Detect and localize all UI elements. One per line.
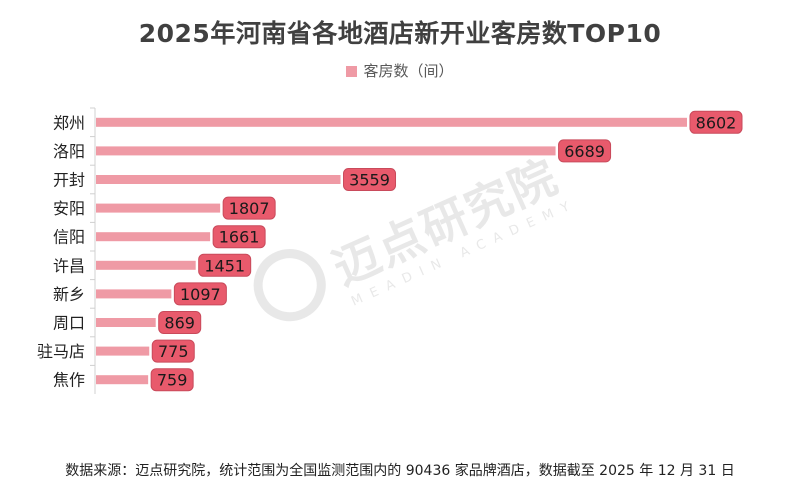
category-label: 郑州 bbox=[53, 113, 85, 132]
category-label: 开封 bbox=[53, 171, 85, 190]
data-label-box bbox=[198, 253, 252, 277]
bar bbox=[96, 260, 196, 270]
category-label: 新乡 bbox=[53, 285, 85, 304]
data-label-box bbox=[689, 110, 743, 134]
data-label: 6689 bbox=[564, 142, 605, 161]
bar bbox=[96, 375, 149, 385]
data-label-box bbox=[558, 139, 612, 163]
source-note: 数据来源：迈点研究院，统计范围为全国监测范围内的 90436 家品牌酒店，数据截… bbox=[65, 463, 735, 479]
legend-label: 客房数（间） bbox=[363, 62, 454, 80]
category-label: 许昌 bbox=[53, 256, 85, 275]
data-label: 1451 bbox=[204, 256, 245, 275]
data-label-box bbox=[173, 282, 227, 306]
data-label: 3559 bbox=[349, 171, 390, 190]
bar bbox=[96, 346, 150, 356]
data-label-box bbox=[222, 196, 276, 220]
data-label: 1661 bbox=[219, 228, 260, 247]
category-label: 安阳 bbox=[53, 199, 85, 218]
category-label: 洛阳 bbox=[53, 142, 85, 161]
bar bbox=[96, 318, 156, 327]
data-label-box bbox=[212, 225, 266, 249]
bar bbox=[96, 203, 221, 213]
data-label-box bbox=[158, 311, 202, 334]
chart-legend: 客房数（间） bbox=[0, 60, 800, 81]
data-label: 1807 bbox=[229, 199, 270, 218]
data-label-box bbox=[151, 339, 195, 363]
data-label: 759 bbox=[157, 371, 188, 390]
data-label: 8602 bbox=[696, 113, 737, 132]
category-label: 周口 bbox=[53, 314, 85, 333]
category-label: 焦作 bbox=[53, 371, 85, 390]
legend-swatch bbox=[346, 66, 358, 77]
category-label: 信阳 bbox=[53, 228, 85, 247]
data-label-box bbox=[343, 168, 397, 191]
chart-title: 2025年河南省各地酒店新开业客房数TOP10 bbox=[138, 19, 662, 48]
data-label-box bbox=[150, 368, 194, 392]
bar bbox=[96, 175, 341, 184]
bar bbox=[96, 146, 556, 156]
data-label: 869 bbox=[164, 314, 195, 333]
bar bbox=[96, 117, 687, 127]
bar bbox=[96, 289, 172, 299]
category-label: 驻马店 bbox=[37, 342, 85, 361]
bar bbox=[96, 232, 211, 242]
data-label: 775 bbox=[158, 342, 189, 361]
data-label: 1097 bbox=[180, 285, 221, 304]
